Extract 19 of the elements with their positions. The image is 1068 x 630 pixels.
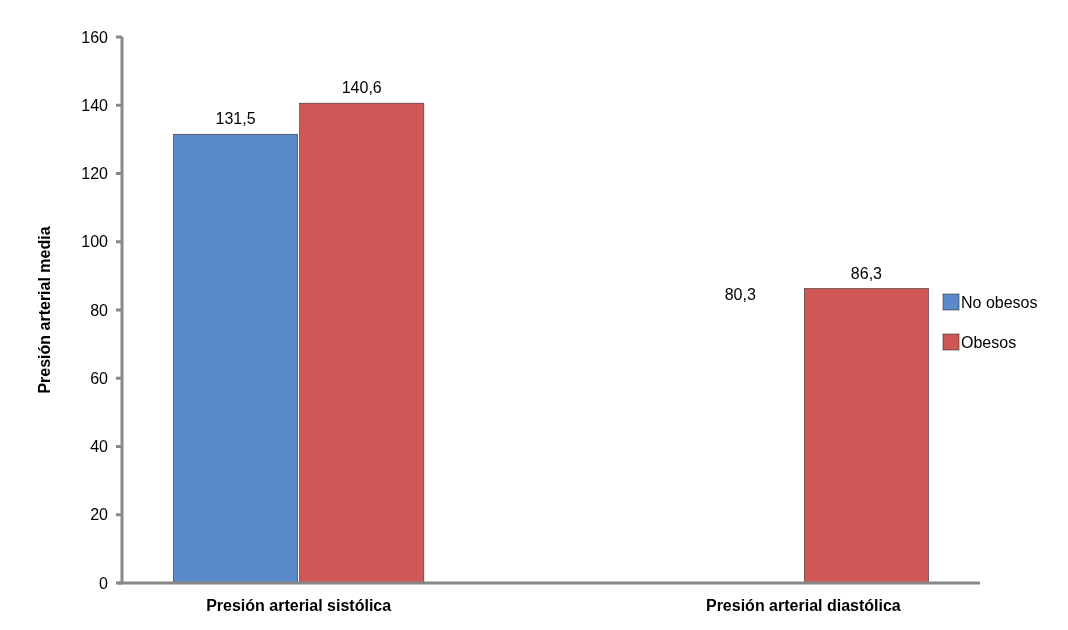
y-tick-label: 20 — [90, 506, 109, 524]
y-tick-label: 40 — [90, 438, 109, 456]
x-tick-label: Presión arterial diastólica — [705, 597, 901, 614]
y-tick-label: 60 — [90, 369, 109, 387]
data-label: 131,5 — [215, 110, 256, 128]
legend-label: No obesos — [961, 293, 1038, 311]
y-axis-title: Presión arterial media — [36, 226, 53, 394]
y-tick-label: 100 — [81, 233, 109, 251]
y-tick-label: 160 — [81, 28, 109, 46]
y-tick-label: 140 — [81, 96, 109, 114]
annotation: 80,3 — [724, 286, 756, 303]
data-label: 140,6 — [341, 79, 382, 97]
x-tick-label: Presión arterial sistólica — [206, 597, 392, 614]
legend-label: Obesos — [961, 333, 1017, 351]
bar — [804, 288, 929, 584]
y-tick-label: 0 — [99, 574, 109, 592]
y-tick-label: 120 — [81, 165, 109, 183]
y-tick-label: 80 — [90, 301, 109, 319]
data-label: 86,3 — [850, 264, 883, 282]
